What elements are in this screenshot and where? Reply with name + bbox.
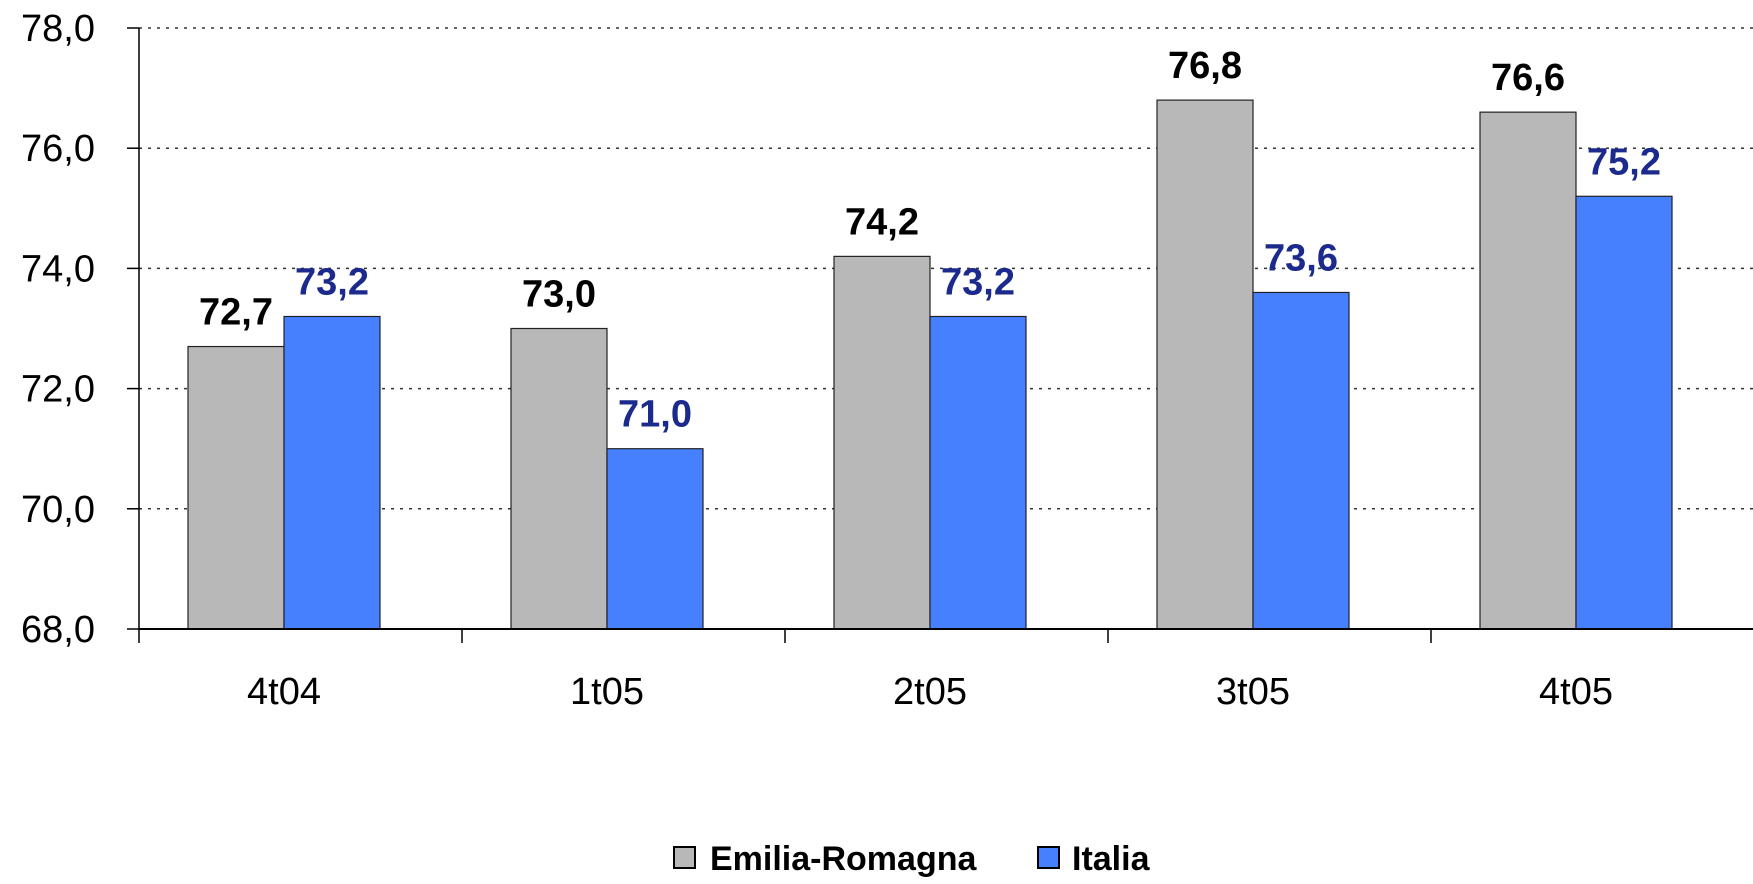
bar-italia — [606, 448, 704, 630]
x-tick-label: 3t05 — [1216, 671, 1290, 713]
bar-emilia-romagna — [1156, 99, 1254, 630]
legend-swatch — [1037, 846, 1060, 869]
y-tick-label: 72,0 — [21, 369, 95, 411]
y-tick-label: 74,0 — [21, 248, 95, 290]
bar-emilia-romagna — [510, 327, 608, 630]
y-tick-label: 76,0 — [21, 128, 95, 170]
data-label: 72,7 — [199, 292, 273, 334]
data-label: 71,0 — [618, 394, 692, 436]
y-tick-label: 78,0 — [21, 8, 95, 50]
y-tick-label: 68,0 — [21, 609, 95, 651]
y-tick-label: 70,0 — [21, 489, 95, 531]
bar-italia — [929, 315, 1027, 630]
x-tick-label: 4t05 — [1539, 671, 1613, 713]
data-label: 75,2 — [1587, 141, 1661, 183]
bar-italia — [283, 315, 381, 630]
data-label: 73,0 — [522, 274, 596, 316]
x-tick-label: 2t05 — [893, 671, 967, 713]
data-label: 73,2 — [941, 261, 1015, 303]
legend-swatch — [673, 846, 696, 869]
legend: Emilia-Romagna Italia — [673, 840, 1151, 878]
data-label: 73,6 — [1264, 237, 1338, 279]
x-tick-label: 1t05 — [570, 671, 644, 713]
bar-emilia-romagna — [187, 345, 285, 630]
bars — [187, 99, 1673, 630]
data-label: 76,8 — [1168, 45, 1242, 87]
axes: 68,0 70,0 72,0 74,0 76,0 78,0 4t04 1t05 2t05 3t05… — [21, 8, 1753, 713]
legend-label: Emilia-Romagna — [710, 840, 977, 878]
x-tick-label: 4t04 — [247, 671, 321, 713]
bar-emilia-romagna — [1479, 111, 1577, 630]
legend-label: Italia — [1072, 840, 1151, 878]
data-label: 73,2 — [295, 261, 369, 303]
bar-italia — [1252, 291, 1350, 630]
labels: 72,7 73,2 73,0 71,0 74,2 73,2 76,8 73,6 76,6 75,2 — [199, 45, 1661, 436]
bar-italia — [1575, 195, 1673, 630]
data-label: 76,6 — [1491, 57, 1565, 99]
bar-emilia-romagna — [833, 255, 931, 630]
data-label: 74,2 — [845, 201, 919, 243]
